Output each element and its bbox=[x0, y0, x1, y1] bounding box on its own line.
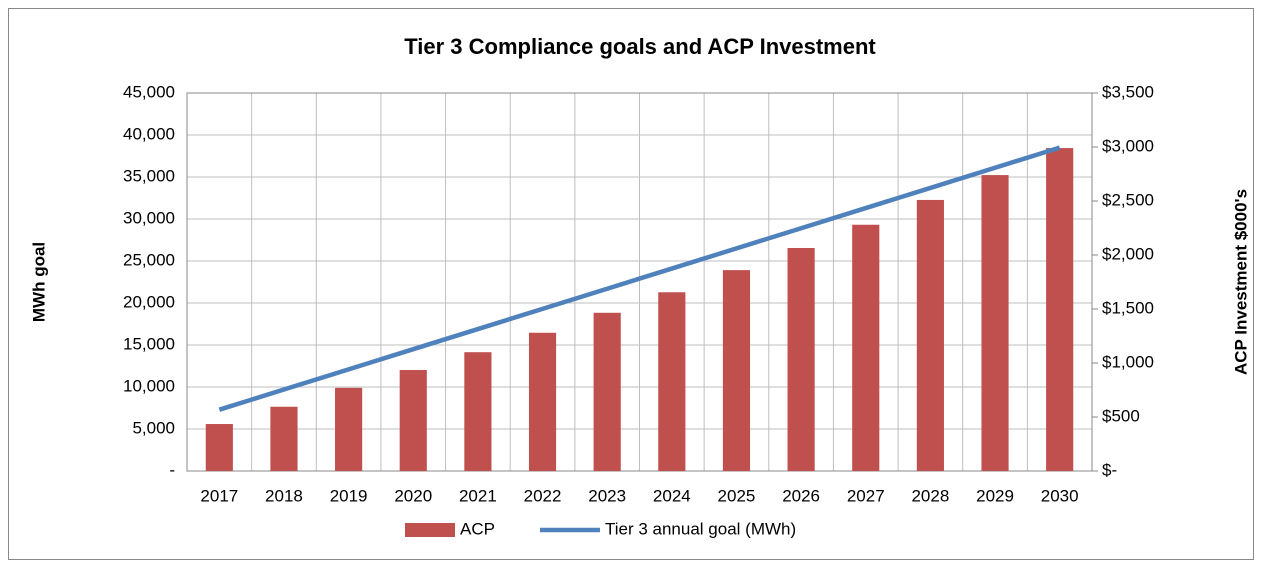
bar bbox=[916, 199, 944, 472]
y2-tick-label: $1,500 bbox=[1102, 298, 1154, 317]
y-tick-label: 20,000 bbox=[123, 292, 175, 311]
bar bbox=[658, 292, 686, 471]
x-tick-label: 2022 bbox=[524, 486, 562, 505]
line bbox=[218, 145, 1061, 412]
y-tick-label: 40,000 bbox=[123, 124, 175, 143]
y2-tick-label: $3,000 bbox=[1102, 136, 1154, 155]
y-tick-label: 10,000 bbox=[123, 376, 175, 395]
bar bbox=[981, 175, 1009, 471]
y-tick-label: 30,000 bbox=[123, 208, 175, 227]
bar bbox=[722, 270, 751, 471]
legend-swatch bbox=[405, 523, 455, 537]
y-axis-title: MWh goal bbox=[29, 242, 48, 322]
y-tick-label: 35,000 bbox=[123, 166, 175, 185]
x-tick-label: 2026 bbox=[782, 486, 820, 505]
bar bbox=[528, 332, 557, 471]
y2-tick-label: $2,500 bbox=[1102, 190, 1154, 209]
bar bbox=[1046, 148, 1074, 471]
x-tick-label: 2023 bbox=[588, 486, 626, 505]
y-tick-label: 25,000 bbox=[123, 250, 175, 269]
y-tick-label: - bbox=[169, 460, 175, 479]
y-tick-label: 45,000 bbox=[123, 82, 175, 101]
legend-label: Tier 3 annual goal (MWh) bbox=[605, 519, 796, 538]
x-tick-label: 2025 bbox=[718, 486, 756, 505]
bar bbox=[205, 424, 233, 471]
bar bbox=[464, 352, 492, 471]
y-tick-label: 5,000 bbox=[132, 418, 175, 437]
bar bbox=[399, 370, 427, 471]
y-tick-label: 15,000 bbox=[123, 334, 175, 353]
bar bbox=[270, 406, 298, 471]
x-tick-label: 2017 bbox=[200, 486, 238, 505]
chart-title: Tier 3 Compliance goals and ACP Investme… bbox=[404, 34, 876, 59]
x-tick-label: 2024 bbox=[653, 486, 691, 505]
y2-tick-label: $1,000 bbox=[1102, 352, 1154, 371]
x-tick-label: 2030 bbox=[1041, 486, 1079, 505]
x-tick-label: 2018 bbox=[265, 486, 303, 505]
bar bbox=[787, 247, 815, 471]
legend-label: ACP bbox=[460, 519, 495, 538]
y2-tick-label: $- bbox=[1102, 460, 1117, 479]
y2-tick-label: $2,000 bbox=[1102, 244, 1154, 263]
x-tick-label: 2027 bbox=[847, 486, 885, 505]
x-tick-label: 2020 bbox=[394, 486, 432, 505]
x-tick-label: 2028 bbox=[911, 486, 949, 505]
bar bbox=[593, 312, 621, 471]
plot-border bbox=[186, 92, 1093, 472]
y2-axis-title: ACP Investment $000's bbox=[1231, 189, 1250, 375]
x-tick-label: 2029 bbox=[976, 486, 1014, 505]
y2-tick-label: $500 bbox=[1102, 406, 1140, 425]
x-tick-label: 2019 bbox=[330, 486, 368, 505]
y2-tick-label: $3,500 bbox=[1102, 82, 1154, 101]
x-tick-label: 2021 bbox=[459, 486, 497, 505]
bar bbox=[852, 224, 880, 471]
bar bbox=[335, 387, 363, 471]
